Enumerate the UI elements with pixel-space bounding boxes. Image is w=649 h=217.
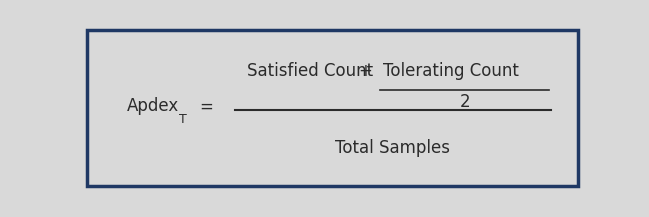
Text: T: T [179, 113, 187, 126]
Text: =: = [199, 97, 214, 115]
Text: Total Samples: Total Samples [336, 139, 450, 157]
Text: Satisfied Count: Satisfied Count [247, 62, 373, 80]
FancyBboxPatch shape [87, 30, 578, 186]
Text: Tolerating Count: Tolerating Count [383, 62, 519, 80]
Text: Apdex: Apdex [127, 97, 178, 115]
Text: +: + [358, 62, 373, 80]
Text: 2: 2 [459, 93, 470, 111]
